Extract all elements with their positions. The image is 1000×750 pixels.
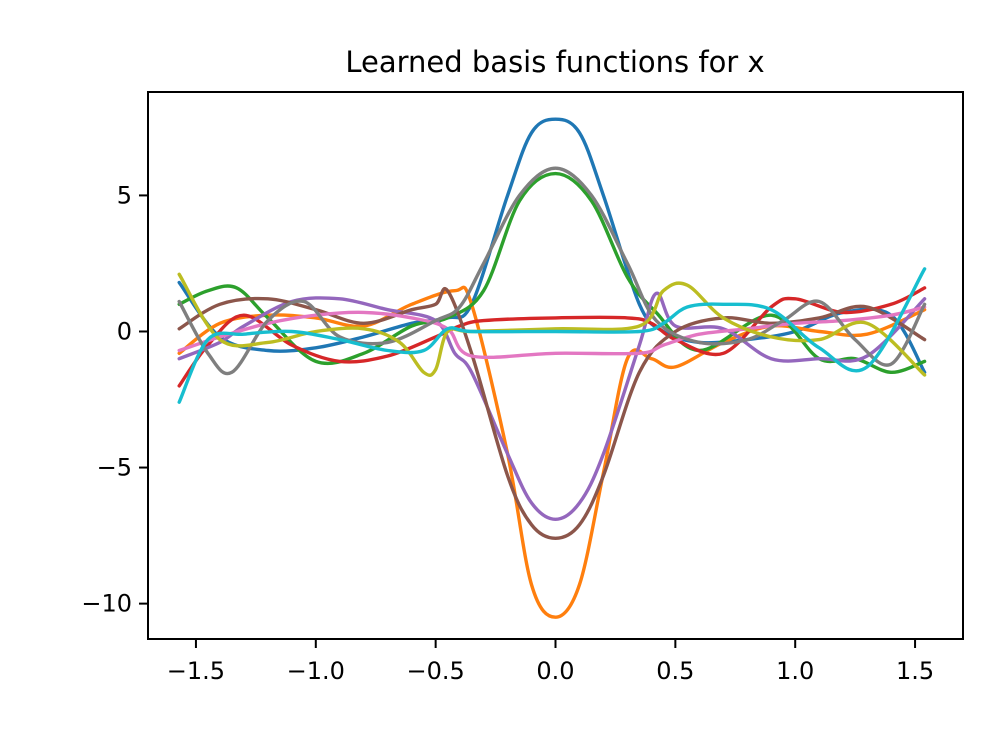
series-line-3 <box>177 171 927 374</box>
x-tick-label: −1.0 <box>287 657 345 685</box>
series-line-4 <box>177 286 927 388</box>
series-line-5 <box>177 291 927 521</box>
series-line-6 <box>177 287 927 540</box>
x-axis: −1.5 −1.0 −0.5 0.0 0.5 1.0 1.5 <box>167 639 934 685</box>
y-tick-label: 0 <box>117 317 132 345</box>
y-tick-label: 5 <box>117 181 132 209</box>
series-line-8 <box>177 166 927 376</box>
series-layer <box>177 117 927 619</box>
x-tick-label: −0.5 <box>407 657 465 685</box>
chart-title: Learned basis functions for x <box>345 45 764 79</box>
x-tick-label: 0.0 <box>536 657 574 685</box>
y-tick-label: −5 <box>97 454 132 482</box>
x-tick-label: −1.5 <box>167 657 225 685</box>
x-tick-label: 1.0 <box>776 657 814 685</box>
series-line-2 <box>177 285 927 619</box>
x-tick-label: 0.5 <box>656 657 694 685</box>
plot-frame <box>147 91 964 640</box>
x-tick-label: 1.5 <box>896 657 934 685</box>
series-line-10 <box>177 267 927 404</box>
series-line-7 <box>177 305 927 360</box>
series-line-1 <box>177 117 927 374</box>
y-tick-label: −10 <box>81 590 132 618</box>
y-axis: −10 −5 0 5 <box>81 181 148 618</box>
